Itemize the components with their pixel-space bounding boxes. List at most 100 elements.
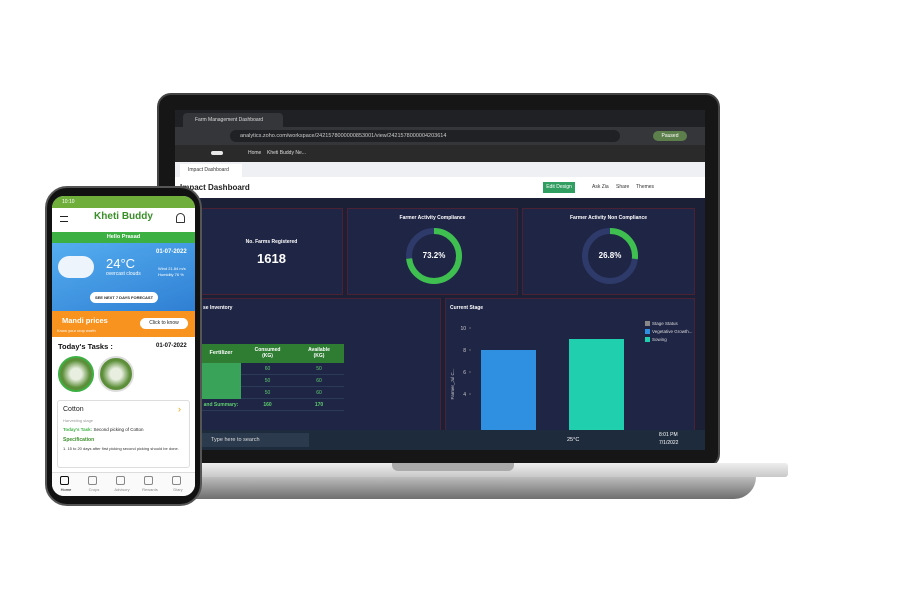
forecast-button[interactable]: SEE NEXT 7 DAYS FORECAST — [90, 292, 158, 303]
greeting-bar: Hello Prasad — [52, 232, 195, 243]
edit-button[interactable]: Edit Design — [543, 182, 575, 193]
kpi-title: No. Farms Registered — [245, 239, 298, 245]
bar — [481, 350, 536, 438]
donut: 26.8% — [582, 228, 638, 284]
task-text: Second picking of Cotton — [93, 427, 144, 432]
tray-weather: 25°C — [567, 437, 580, 443]
spec-title: Specification — [63, 437, 95, 443]
app-header — [175, 145, 705, 162]
header-cell: Consumed (KG) — [241, 344, 294, 363]
inventory-panel: se Inventory Fertilizer Consumed (KG) Av… — [200, 298, 441, 440]
summary-cell: 170 — [294, 399, 344, 411]
y-tick-label: 6 — [463, 370, 466, 376]
workspace-link: Kheti Buddy Ne... — [267, 150, 306, 156]
legend-label: Stage Status — [652, 321, 679, 326]
nav-icon[interactable] — [116, 476, 125, 485]
temperature: 24°C — [106, 256, 136, 271]
task-label: Today's Task: — [63, 427, 93, 432]
inventory-table: Fertilizer Consumed (KG) Available (KG) … — [201, 344, 344, 411]
kpi-value: 1618 — [257, 251, 286, 266]
task-line: Today's Task: Second picking of Cotton — [63, 427, 143, 432]
y-tick-label: 10 — [460, 326, 466, 332]
spec-text: 1. 15 to 20 days after first picking sec… — [63, 446, 179, 451]
card-arrow[interactable]: › — [178, 404, 181, 414]
tab-bar — [175, 110, 705, 127]
cloud-icon — [58, 256, 94, 278]
task-photo — [98, 356, 134, 392]
view-tabs — [175, 162, 705, 177]
legend-label: Vegetative Growth... — [652, 329, 693, 334]
laptop-lip — [150, 477, 756, 499]
search-box[interactable]: Type here to search — [197, 433, 309, 447]
donut-label: 73.2% — [423, 251, 446, 260]
stage-chart: 4 6 8 10 Farmer_Jul C... Stage Status Vegetati… — [450, 321, 693, 438]
table-cell: 50 — [241, 375, 294, 387]
kpi-card: No. Farms Registered 1618 — [200, 208, 343, 295]
tray-time: 8:01 PM — [659, 432, 678, 438]
bar — [569, 339, 624, 438]
y-axis-label: Farmer_Jul C... — [450, 368, 455, 399]
humidity: Humidity 76 % — [158, 272, 184, 277]
nav-label: Diary — [173, 487, 183, 492]
ask-button[interactable]: Ask Zia — [592, 184, 609, 190]
stage-panel: Current Stage 4 6 8 10 Farmer_Jul C... Stage … — [445, 298, 695, 440]
nav-icon[interactable] — [144, 476, 153, 485]
menu-icon — [60, 216, 68, 222]
donut-title: Farmer Activity Non Compliance — [569, 215, 648, 221]
y-tick-label: 4 — [463, 392, 466, 398]
nav-label: Crops — [88, 487, 100, 492]
status-bar — [52, 196, 195, 208]
nav-icon[interactable] — [60, 476, 69, 485]
condition: overcast clouds — [106, 271, 141, 277]
tasks-title: Today's Tasks : — [58, 342, 113, 351]
nav-label: Home — [60, 487, 72, 492]
table-cell: 60 — [294, 375, 344, 387]
donut-label: 26.8% — [599, 251, 622, 260]
table-cell: 50 — [241, 387, 294, 399]
mandi-subtitle: Know your crop worth — [57, 328, 96, 333]
app-logo — [211, 151, 223, 155]
header-cell: Fertilizer — [201, 344, 241, 363]
legend-swatch — [645, 329, 650, 334]
donut-card: Farmer Activity Non Compliance 26.8% — [522, 208, 695, 295]
panel-title: Current Stage — [450, 305, 484, 311]
y-tick-label: 8 — [463, 348, 466, 354]
table-body: 60 50 50 60 50 60 — [201, 363, 344, 399]
nav-icon[interactable] — [88, 476, 97, 485]
weather-date: 01-07-2022 — [156, 249, 187, 255]
table-cell: 50 — [294, 363, 344, 375]
phone-screen: 10:10 Kheti Buddy Hello Prasad 01-07-202… — [52, 196, 195, 496]
crop-stage: Harvesting stage — [63, 418, 94, 423]
task-card — [57, 400, 190, 468]
bottom-nav: Home Crops Advisory Rewards Diary — [52, 472, 195, 496]
mandi-button[interactable]: Click to know — [140, 318, 188, 329]
donut-arc — [582, 228, 638, 284]
bell-icon[interactable] — [176, 213, 185, 223]
nav-label: Rewards — [142, 487, 158, 492]
app-name: Kheti Buddy — [94, 211, 153, 222]
laptop-screen: Farm Management Dashboard analytics.zoho… — [175, 110, 705, 450]
crop-name: Cotton — [63, 406, 84, 413]
tasks-date: 01-07-2022 — [156, 343, 187, 349]
table-cell: 60 — [294, 387, 344, 399]
status-time: 10:10 — [62, 199, 75, 205]
donut-arc — [406, 228, 462, 284]
nav-label: Advisory — [114, 487, 130, 492]
wind: Wind 21.84 m/s — [158, 266, 186, 271]
share-button[interactable]: Share — [616, 184, 630, 190]
donut: 73.2% — [406, 228, 462, 284]
donut-card: Farmer Activity Compliance 73.2% — [347, 208, 518, 295]
nav-icon[interactable] — [172, 476, 181, 485]
summary-label: and Summary: — [201, 399, 241, 411]
legend-label: Sowing — [652, 337, 667, 342]
fertilizer-column — [201, 363, 241, 399]
task-photo — [58, 356, 94, 392]
home-link: Home — [248, 150, 262, 156]
donut-title: Farmer Activity Compliance — [399, 215, 466, 221]
legend-swatch — [645, 321, 650, 326]
summary-cell: 160 — [241, 399, 294, 411]
legend-swatch — [645, 337, 650, 342]
themes-button[interactable]: Themes — [636, 184, 655, 190]
header-cell: Available (KG) — [294, 344, 344, 363]
